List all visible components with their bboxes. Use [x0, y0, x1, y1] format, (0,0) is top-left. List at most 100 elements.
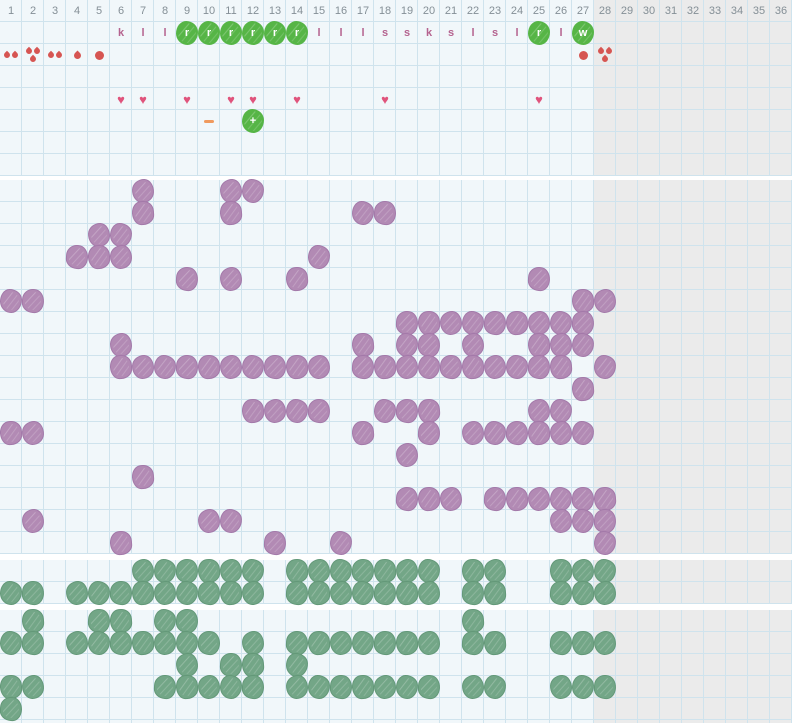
purple-mark-cell[interactable] — [571, 310, 595, 336]
flow-cell[interactable] — [594, 44, 616, 66]
green-mark-cell[interactable] — [395, 674, 419, 700]
green-mark-cell[interactable] — [21, 608, 45, 634]
green-mark-cell[interactable] — [153, 558, 177, 584]
purple-mark-cell[interactable] — [439, 310, 463, 336]
green-mark-cell[interactable] — [285, 580, 309, 606]
purple-mark-cell[interactable] — [505, 310, 529, 336]
purple-mark-cell[interactable] — [21, 420, 45, 446]
green-mark-cell[interactable] — [351, 580, 375, 606]
symbol-cell[interactable]: r — [528, 21, 550, 45]
purple-mark-cell[interactable] — [351, 354, 375, 380]
green-mark-cell[interactable] — [0, 674, 23, 700]
purple-mark-cell[interactable] — [197, 508, 221, 534]
purple-mark-cell[interactable] — [219, 200, 243, 226]
flow-cell[interactable] — [66, 44, 88, 66]
symbol-cell[interactable]: r — [220, 21, 242, 45]
green-mark-cell[interactable] — [417, 674, 441, 700]
purple-mark-cell[interactable] — [175, 266, 199, 292]
heart-cell[interactable]: ♥ — [176, 88, 198, 110]
symbol-cell[interactable]: s — [396, 22, 418, 44]
purple-mark-cell[interactable] — [527, 266, 551, 292]
green-mark-cell[interactable] — [329, 580, 353, 606]
purple-mark-cell[interactable] — [219, 266, 243, 292]
purple-mark-cell[interactable] — [285, 354, 309, 380]
purple-mark-cell[interactable] — [439, 486, 463, 512]
green-mark-cell[interactable] — [241, 674, 265, 700]
purple-mark-cell[interactable] — [439, 354, 463, 380]
purple-mark-cell[interactable] — [395, 442, 419, 468]
purple-mark-cell[interactable] — [527, 354, 551, 380]
purple-mark-cell[interactable] — [527, 332, 551, 358]
green-mark-cell[interactable] — [461, 630, 485, 656]
purple-mark-cell[interactable] — [219, 354, 243, 380]
purple-mark-cell[interactable] — [549, 508, 573, 534]
purple-mark-cell[interactable] — [483, 310, 507, 336]
green-mark-cell[interactable] — [241, 580, 265, 606]
green-mark-cell[interactable] — [593, 674, 617, 700]
green-mark-cell[interactable] — [417, 580, 441, 606]
green-mark-cell[interactable] — [549, 558, 573, 584]
green-mark-cell[interactable] — [395, 558, 419, 584]
green-mark-cell[interactable] — [153, 674, 177, 700]
green-mark-cell[interactable] — [285, 558, 309, 584]
green-mark-cell[interactable] — [153, 630, 177, 656]
green-mark-cell[interactable] — [65, 580, 89, 606]
purple-mark-cell[interactable] — [241, 354, 265, 380]
green-mark-cell[interactable] — [461, 580, 485, 606]
purple-mark-cell[interactable] — [263, 530, 287, 556]
green-mark-cell[interactable] — [351, 558, 375, 584]
green-mark-cell[interactable] — [241, 558, 265, 584]
purple-mark-cell[interactable] — [483, 420, 507, 446]
green-mark-cell[interactable] — [131, 630, 155, 656]
green-mark-cell[interactable] — [307, 580, 331, 606]
heart-cell[interactable]: ♥ — [286, 88, 308, 110]
symbol-cell[interactable]: s — [374, 22, 396, 44]
green-mark-cell[interactable] — [65, 630, 89, 656]
green-mark-cell[interactable] — [0, 696, 23, 722]
purple-mark-cell[interactable] — [549, 398, 573, 424]
purple-mark-cell[interactable] — [131, 200, 155, 226]
purple-mark-cell[interactable] — [593, 288, 617, 314]
green-mark-cell[interactable] — [285, 674, 309, 700]
green-mark-cell[interactable] — [175, 652, 199, 678]
heart-cell[interactable]: ♥ — [132, 88, 154, 110]
purple-mark-cell[interactable] — [263, 398, 287, 424]
flow-cell[interactable] — [22, 44, 44, 66]
purple-mark-cell[interactable] — [87, 244, 111, 270]
symbol-cell[interactable]: l — [352, 22, 374, 44]
green-mark-cell[interactable] — [241, 630, 265, 656]
purple-mark-cell[interactable] — [307, 354, 331, 380]
purple-mark-cell[interactable] — [461, 354, 485, 380]
green-mark-cell[interactable] — [307, 558, 331, 584]
purple-mark-cell[interactable] — [109, 222, 133, 248]
green-mark-cell[interactable] — [21, 580, 45, 606]
purple-mark-cell[interactable] — [549, 332, 573, 358]
purple-mark-cell[interactable] — [109, 244, 133, 270]
green-mark-cell[interactable] — [483, 558, 507, 584]
purple-mark-cell[interactable] — [505, 354, 529, 380]
purple-mark-cell[interactable] — [241, 178, 265, 204]
green-mark-cell[interactable] — [285, 652, 309, 678]
purple-mark-cell[interactable] — [131, 354, 155, 380]
purple-mark-cell[interactable] — [417, 420, 441, 446]
green-mark-cell[interactable] — [417, 558, 441, 584]
symbol-cell[interactable]: l — [506, 22, 528, 44]
green-mark-cell[interactable] — [461, 608, 485, 634]
green-mark-cell[interactable] — [241, 652, 265, 678]
green-mark-cell[interactable] — [197, 580, 221, 606]
green-mark-cell[interactable] — [329, 558, 353, 584]
purple-mark-cell[interactable] — [307, 244, 331, 270]
purple-mark-cell[interactable] — [109, 530, 133, 556]
purple-mark-cell[interactable] — [571, 376, 595, 402]
heart-cell[interactable]: ♥ — [374, 88, 396, 110]
purple-mark-cell[interactable] — [593, 354, 617, 380]
purple-mark-cell[interactable] — [593, 530, 617, 556]
green-mark-cell[interactable] — [461, 674, 485, 700]
symbol-cell[interactable]: r — [264, 21, 286, 45]
purple-mark-cell[interactable] — [571, 332, 595, 358]
purple-mark-cell[interactable] — [527, 398, 551, 424]
green-mark-cell[interactable] — [87, 580, 111, 606]
purple-mark-cell[interactable] — [571, 486, 595, 512]
purple-mark-cell[interactable] — [351, 420, 375, 446]
green-mark-cell[interactable] — [109, 608, 133, 634]
